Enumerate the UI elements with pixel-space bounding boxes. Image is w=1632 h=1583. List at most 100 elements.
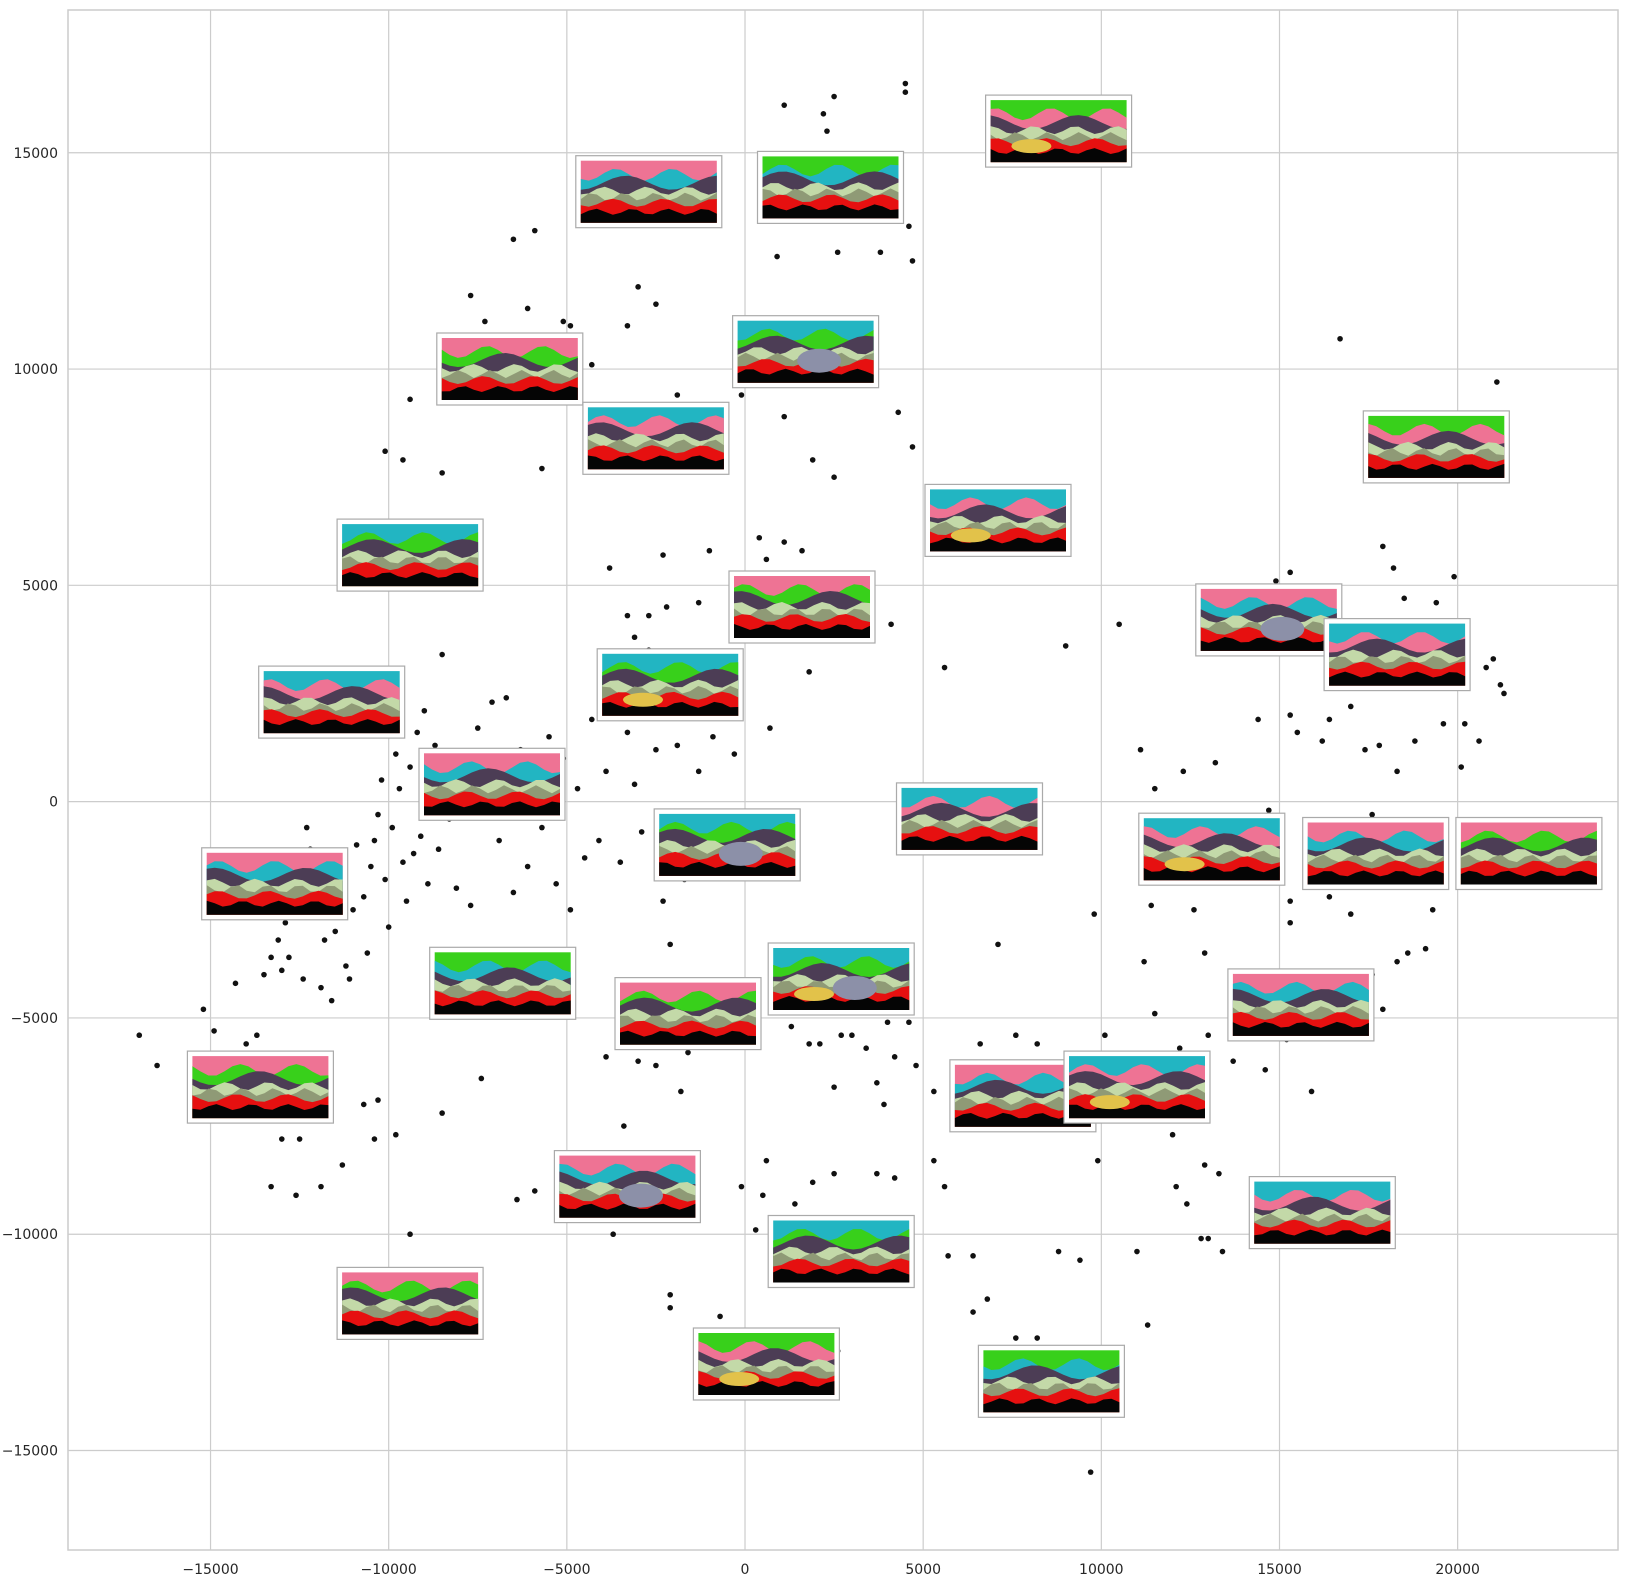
data-point xyxy=(667,1304,673,1311)
image-thumbnail xyxy=(258,665,406,739)
data-point xyxy=(653,746,659,753)
data-point xyxy=(1429,906,1436,913)
data-point xyxy=(510,236,517,243)
data-point xyxy=(1201,1162,1208,1168)
image-thumbnail xyxy=(1323,617,1471,692)
data-point xyxy=(360,893,367,900)
data-point xyxy=(1013,1335,1019,1341)
data-point xyxy=(1294,729,1301,736)
data-point xyxy=(400,859,406,865)
thumbnail-ground xyxy=(441,386,578,400)
data-point xyxy=(524,305,531,312)
data-point xyxy=(1483,664,1489,671)
data-point xyxy=(895,409,902,416)
image-thumbnail xyxy=(553,1149,702,1224)
data-point xyxy=(756,534,763,541)
data-point xyxy=(1440,720,1447,727)
data-point xyxy=(638,829,645,835)
data-point xyxy=(631,634,638,641)
data-point xyxy=(717,1313,723,1320)
data-point xyxy=(624,322,631,329)
data-point xyxy=(660,552,666,558)
data-point xyxy=(539,465,545,472)
data-point xyxy=(278,967,285,974)
data-point xyxy=(1369,811,1375,818)
data-point xyxy=(496,837,502,844)
image-thumbnail xyxy=(1063,1050,1211,1124)
data-point xyxy=(136,1032,143,1039)
data-point xyxy=(596,837,602,844)
image-thumbnail xyxy=(582,401,730,475)
data-point xyxy=(1134,1248,1140,1255)
data-point xyxy=(831,474,837,480)
data-point xyxy=(407,1231,413,1238)
thumbnail-ground xyxy=(762,204,899,219)
image-thumbnail xyxy=(767,942,915,1016)
thumbnail-rock xyxy=(832,976,877,1000)
data-point xyxy=(425,881,431,887)
data-point xyxy=(931,1157,937,1164)
thumbnail-ground xyxy=(1329,671,1466,686)
data-point xyxy=(1062,643,1069,649)
data-point xyxy=(1116,621,1122,628)
data-point xyxy=(1144,1322,1151,1328)
thumbnail-sand xyxy=(1164,857,1205,872)
data-point xyxy=(200,1006,207,1013)
data-point xyxy=(293,1192,299,1199)
data-point xyxy=(531,1188,538,1194)
thumbnail-ground xyxy=(206,900,343,915)
thumbnail-sand xyxy=(794,987,834,1001)
image-thumbnail xyxy=(436,332,584,406)
data-point xyxy=(891,1175,898,1181)
data-point xyxy=(831,93,837,100)
thumbnail-ground xyxy=(901,835,1038,850)
thumbnail-sand xyxy=(719,1372,760,1386)
data-point xyxy=(339,1162,346,1168)
data-point xyxy=(1362,746,1368,753)
data-point xyxy=(375,811,381,818)
x-tick-label: −15000 xyxy=(182,1562,238,1578)
data-point xyxy=(838,1032,845,1039)
data-point xyxy=(254,1032,260,1039)
x-tick-label: 0 xyxy=(741,1562,750,1578)
data-point xyxy=(653,301,659,307)
data-point xyxy=(678,1088,684,1095)
data-point xyxy=(1013,1032,1019,1039)
data-point xyxy=(375,1097,381,1103)
data-point xyxy=(1184,1201,1190,1207)
data-point xyxy=(1394,768,1400,775)
data-point xyxy=(1433,599,1440,606)
data-point xyxy=(635,284,641,290)
x-tick-label: −10000 xyxy=(361,1562,417,1578)
data-point xyxy=(695,768,702,775)
data-point xyxy=(553,881,559,887)
data-point xyxy=(232,980,239,987)
data-point xyxy=(439,470,445,476)
data-point xyxy=(474,725,481,731)
thumbnail-rock xyxy=(619,1183,663,1208)
data-point xyxy=(371,1136,378,1142)
data-point xyxy=(1287,898,1293,904)
data-point xyxy=(606,565,613,571)
image-thumbnail xyxy=(596,648,744,722)
data-point xyxy=(667,1291,673,1298)
data-point xyxy=(154,1062,160,1069)
image-thumbnail xyxy=(1362,410,1510,484)
image-thumbnail xyxy=(575,155,723,229)
data-point xyxy=(1102,1032,1108,1039)
image-thumbnail xyxy=(924,483,1072,557)
data-point xyxy=(286,954,292,961)
image-thumbnail xyxy=(418,747,566,821)
thumbnail-ground xyxy=(773,1268,910,1283)
thumbnail-ground xyxy=(1307,870,1444,885)
data-point xyxy=(902,89,909,95)
image-thumbnail xyxy=(977,1344,1126,1418)
data-point xyxy=(685,1049,691,1056)
image-thumbnail xyxy=(653,808,801,882)
image-thumbnail xyxy=(186,1050,334,1124)
data-point xyxy=(1287,712,1293,718)
data-point xyxy=(1180,768,1187,775)
data-point xyxy=(435,846,442,853)
data-point xyxy=(995,941,1001,948)
